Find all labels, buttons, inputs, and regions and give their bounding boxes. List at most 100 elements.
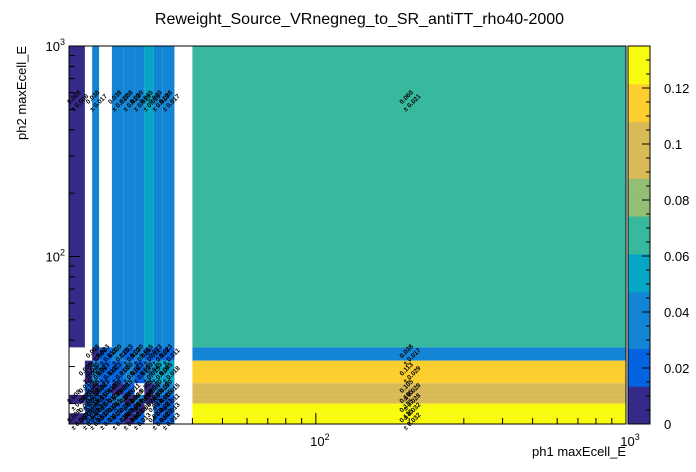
heatmap-cell: [134, 360, 145, 384]
heatmap-cell: [99, 347, 112, 361]
heatmap-cell: [111, 360, 124, 384]
palette-tick-label: 0.04: [664, 305, 689, 320]
palette-swatch: [628, 310, 650, 330]
heatmap-cell: [153, 46, 163, 348]
palette-swatch: [628, 386, 650, 406]
heatmap-cell: [162, 403, 175, 414]
heatmap-cell: [111, 383, 124, 395]
heatmap-cell: [162, 413, 175, 424]
palette-tick-label: 0.02: [664, 361, 689, 376]
palette-swatch: [628, 121, 650, 141]
heatmap-cell: [153, 413, 163, 424]
heatmap-cell: [144, 394, 154, 404]
heatmap-cell: [92, 347, 100, 361]
x-axis-label: ph1 maxEcell_E: [532, 444, 626, 459]
heatmap-cell: [153, 360, 163, 384]
palette-swatch: [628, 178, 650, 198]
palette-swatch: [628, 405, 650, 425]
palette-swatch: [628, 235, 650, 255]
heatmap-cell: [123, 383, 135, 395]
heatmap-cell: [69, 46, 85, 348]
heatmap-cell: [144, 360, 154, 384]
y-tick-label: 102: [46, 247, 65, 264]
tick-base: 10: [310, 434, 324, 449]
heatmap-cell: [192, 383, 626, 395]
heatmap-cell: [123, 394, 135, 404]
tick-base: 10: [46, 249, 60, 264]
heatmap-cell: [99, 413, 112, 424]
color-palette: 0 0.02 0.04 0.06 0.08 0.1 0.12: [627, 45, 689, 432]
heatmap-cell: [69, 413, 85, 424]
tick-base: 10: [620, 434, 634, 449]
heatmap-cell: [144, 347, 154, 361]
heatmap-cell: [123, 46, 135, 348]
palette-swatch: [628, 102, 650, 123]
heatmap-cell: [162, 347, 175, 361]
tick-exponent: 2: [60, 247, 65, 257]
heatmap-cell: [144, 46, 154, 348]
heatmap-cell: [84, 394, 93, 404]
palette-swatch: [628, 159, 650, 179]
heatmap-cell: [99, 383, 112, 395]
tick-base: 10: [46, 39, 60, 54]
heatmap-cell: [99, 403, 112, 414]
palette-swatch: [628, 253, 650, 274]
y-axis-label: ph2 maxEcell_E: [14, 46, 29, 140]
heatmap-cell: [111, 394, 124, 404]
heatmap-cell: [111, 347, 124, 361]
palette-swatch: [628, 140, 650, 160]
tick-exponent: 3: [635, 432, 640, 442]
plot-frame: [68, 45, 627, 425]
heatmap-cell: [84, 383, 93, 395]
heatmap-cell: [153, 394, 163, 404]
palette-swatch: [628, 46, 650, 66]
heatmap-cell: [84, 360, 93, 384]
palette-tick-label: 0.1: [664, 137, 682, 152]
heatmap-cell: [111, 46, 124, 348]
heatmap-cell: [192, 403, 626, 414]
palette-swatch: [628, 291, 650, 312]
palette-frame: [627, 45, 651, 425]
heatmap-cell: [99, 360, 112, 384]
heatmap-cell: [111, 413, 124, 424]
heatmap-cell: [84, 403, 93, 414]
heatmap-cell: [92, 383, 100, 395]
y-tick-label: 103: [46, 37, 65, 54]
palette-swatch: [628, 348, 650, 368]
heatmap-cell: [92, 394, 100, 404]
heatmap-cell: [84, 413, 93, 424]
heatmap-cell: [134, 46, 145, 348]
heatmap-cell: [134, 394, 145, 404]
palette-swatch: [628, 83, 650, 104]
palette-tick-label: 0.06: [664, 249, 689, 264]
palette-swatch: [628, 367, 650, 387]
palette-swatch: [628, 329, 650, 349]
palette-tick-label: 0: [664, 417, 671, 432]
palette-tick-label: 0.08: [664, 193, 689, 208]
heatmap-cell: [192, 46, 626, 348]
tick-exponent: 2: [325, 432, 330, 442]
heatmap-cell: [162, 383, 175, 395]
heatmap-cell: [153, 383, 163, 395]
heatmap-cell: [92, 403, 100, 414]
palette-tick-label: 0.12: [664, 81, 689, 96]
heatmap-cell: [111, 403, 124, 414]
heatmap-cell: [123, 347, 135, 361]
heatmap-cell: [162, 394, 175, 404]
heatmap-cell: [134, 403, 145, 414]
heatmap-cell: [134, 413, 145, 424]
heatmap-cell: [92, 46, 100, 348]
heatmap-cell: [153, 347, 163, 361]
heatmap-cell: [162, 46, 175, 348]
heatmap-cell: [123, 360, 135, 384]
palette-swatch: [628, 64, 650, 85]
heatmap-cell: [162, 360, 175, 384]
heatmap-cell: [192, 360, 626, 384]
heatmap-cell: [192, 394, 626, 404]
heatmap-cell: [123, 413, 135, 424]
heatmap-cell: [134, 347, 145, 361]
heatmap-cell: [99, 394, 112, 404]
palette-swatch: [628, 216, 650, 236]
